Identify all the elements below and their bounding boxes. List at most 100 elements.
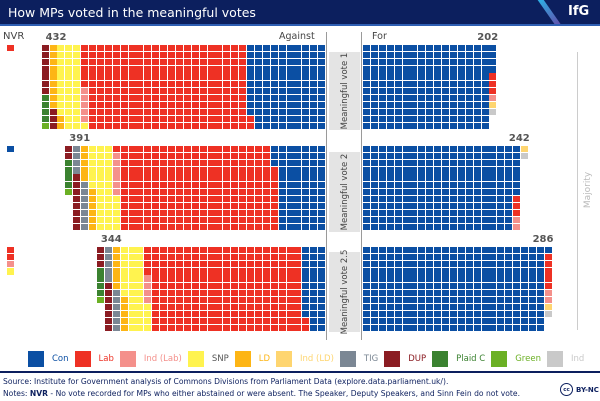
against-cell <box>112 59 120 66</box>
against-cell <box>199 195 207 202</box>
for-cell <box>426 160 434 167</box>
against-cell <box>207 296 215 303</box>
against-cell <box>144 87 152 94</box>
against-cell <box>318 116 326 123</box>
against-cell <box>207 195 215 202</box>
for-cell <box>449 174 457 181</box>
for-cell <box>489 202 497 210</box>
for-cell <box>378 101 386 109</box>
against-cell <box>318 188 326 195</box>
for-cell <box>386 289 394 296</box>
against-cell <box>254 45 262 52</box>
against-cell <box>152 174 160 181</box>
against-cell <box>310 66 318 73</box>
against-cell <box>144 325 152 332</box>
against-cell <box>89 45 96 52</box>
for-cell <box>442 87 449 94</box>
against-cell <box>199 318 207 325</box>
against-cell <box>239 123 247 130</box>
against-cell <box>104 123 112 130</box>
legend-label: LD <box>258 354 271 364</box>
against-cell <box>310 268 318 275</box>
against-cell <box>262 87 270 94</box>
against-cell <box>215 202 223 210</box>
against-cell <box>239 87 247 94</box>
against-cell <box>73 224 81 231</box>
against-cell <box>112 318 120 325</box>
against-cell <box>160 153 168 160</box>
legend-item: SNP <box>187 351 229 367</box>
legend-swatch <box>491 351 508 367</box>
for-cell <box>386 318 394 325</box>
legend-item: DUP <box>384 351 426 367</box>
for-cell <box>378 153 386 160</box>
against-cell <box>175 101 183 109</box>
for-cell <box>473 268 481 275</box>
against-cell <box>120 108 128 116</box>
for-cell <box>473 181 481 188</box>
against-cell <box>318 59 326 66</box>
for-cell <box>489 66 497 73</box>
for-cell <box>449 116 457 123</box>
for-cell <box>465 174 473 181</box>
against-cell <box>310 296 318 303</box>
for-cell <box>473 101 481 109</box>
for-cell <box>521 289 528 296</box>
for-cell <box>378 202 386 210</box>
against-cell <box>199 275 207 282</box>
against-cell <box>128 195 136 202</box>
against-cell <box>120 268 128 275</box>
for-cell <box>418 275 426 282</box>
for-cell <box>410 123 418 130</box>
for-cell <box>521 325 528 332</box>
for-cell <box>465 181 473 188</box>
against-cell <box>286 261 294 268</box>
against-cell <box>294 52 302 59</box>
against-cell <box>128 80 136 87</box>
for-cell <box>386 325 394 332</box>
against-cell <box>41 87 49 94</box>
for-cell <box>363 289 370 296</box>
against-cell <box>207 247 215 254</box>
for-cell <box>513 303 521 311</box>
for-cell <box>363 52 370 59</box>
against-cell <box>262 224 270 231</box>
for-cell <box>497 188 505 195</box>
against-cell <box>112 310 120 318</box>
against-cell <box>104 80 112 87</box>
against-cell <box>270 101 278 109</box>
against-cell <box>168 282 175 289</box>
against-cell <box>160 224 168 231</box>
for-cell <box>497 303 505 311</box>
against-cell <box>199 146 207 153</box>
against-cell <box>302 261 310 268</box>
against-cell <box>120 247 128 254</box>
against-cell <box>302 52 310 59</box>
for-cell <box>473 247 481 254</box>
against-cell <box>270 247 278 254</box>
for-cell <box>426 310 434 318</box>
against-cell <box>73 66 81 73</box>
for-cell <box>457 123 465 130</box>
for-cell <box>378 181 386 188</box>
against-cell <box>112 73 120 80</box>
against-cell <box>294 146 302 153</box>
nvr-cell <box>7 45 14 52</box>
for-cell <box>473 52 481 59</box>
for-cell <box>465 296 473 303</box>
against-cell <box>168 318 175 325</box>
against-cell <box>160 247 168 254</box>
for-cell <box>497 174 505 181</box>
against-cell <box>262 123 270 130</box>
against-cell <box>112 101 120 109</box>
for-cell <box>434 296 442 303</box>
against-cell <box>254 310 262 318</box>
for-cell <box>363 146 370 153</box>
for-cell <box>434 146 442 153</box>
for-cell <box>394 195 402 202</box>
against-cell <box>120 318 128 325</box>
against-cell <box>136 247 144 254</box>
against-cell <box>128 101 136 109</box>
against-cell <box>104 217 112 224</box>
against-cell <box>104 195 112 202</box>
